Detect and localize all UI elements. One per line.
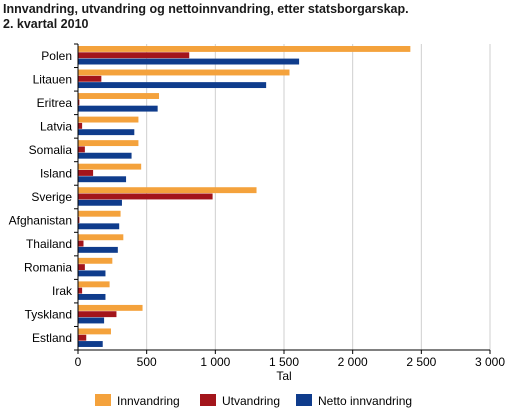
bar-utvandring: [78, 311, 117, 318]
x-axis-label: Tal: [276, 369, 291, 383]
x-tick-label: 1 500: [269, 355, 299, 369]
bar-netto-innvandring: [78, 293, 106, 300]
bar-utvandring: [78, 122, 83, 129]
bar-netto-innvandring: [78, 223, 120, 230]
bar-utvandring: [78, 287, 83, 294]
axes: [74, 43, 491, 354]
legend: Innvandring Utvandring Netto innvandring: [95, 394, 412, 408]
bar-utvandring: [78, 52, 190, 59]
bar-utvandring: [78, 75, 102, 82]
bar-netto-innvandring: [78, 129, 135, 136]
bar-netto-innvandring: [78, 82, 267, 89]
bar-innvandring: [78, 257, 113, 264]
bar-innvandring: [78, 187, 257, 194]
bar-utvandring: [78, 217, 80, 223]
bar-netto-innvandring: [78, 152, 132, 159]
bar-utvandring: [78, 334, 87, 341]
bar-utvandring: [78, 146, 85, 153]
category-labels: Polen Litauen Eritrea Latvia Somalia Island Sv…: [9, 49, 73, 345]
bar-netto-innvandring: [78, 105, 158, 112]
bar-innvandring: [78, 93, 160, 99]
legend-label: Utvandring: [222, 394, 280, 408]
bar-utvandring: [78, 193, 213, 200]
bar-utvandring: [78, 169, 94, 176]
legend-swatch: [95, 394, 111, 406]
x-tick-labels: 0 500 1 000 1 500 2 000 2 500 3 000: [75, 355, 506, 369]
bar-innvandring: [78, 69, 290, 76]
category-label: Thailand: [26, 237, 72, 251]
x-tick-label: 1 000: [200, 355, 230, 369]
legend-label: Netto innvandring: [318, 394, 412, 408]
x-tick-label: 500: [137, 355, 157, 369]
chart-title-line-2: 2. kvartal 2010: [3, 17, 89, 31]
category-label: Island: [40, 166, 72, 180]
bar-innvandring: [78, 304, 143, 311]
category-label: Estland: [32, 331, 72, 345]
x-tick-label: 2 000: [338, 355, 368, 369]
bar-utvandring: [78, 264, 85, 271]
x-tick-label: 3 000: [475, 355, 505, 369]
category-label: Latvia: [40, 119, 72, 133]
x-tick-label: 0: [75, 355, 82, 369]
bar-netto-innvandring: [78, 199, 122, 206]
bar-netto-innvandring: [78, 341, 103, 347]
category-label: Romania: [24, 261, 72, 275]
chart-title: Innvandring, utvandring og nettoinnvandr…: [3, 2, 508, 32]
bar-innvandring: [78, 116, 139, 123]
legend-label: Innvandring: [117, 394, 180, 408]
bar-utvandring: [78, 99, 80, 106]
category-label: Litauen: [33, 72, 72, 86]
legend-swatch: [200, 394, 216, 406]
category-label: Eritrea: [37, 96, 73, 110]
category-label: Afghanistan: [9, 214, 72, 228]
bar-innvandring: [78, 140, 139, 147]
bar-utvandring: [78, 240, 84, 247]
bar-innvandring: [78, 46, 411, 52]
bar-netto-innvandring: [78, 270, 106, 277]
legend-swatch: [296, 394, 312, 406]
category-label: Polen: [41, 49, 72, 63]
bar-innvandring: [78, 163, 142, 170]
bar-netto-innvandring: [78, 176, 127, 183]
bar-netto-innvandring: [78, 317, 105, 324]
chart-title-line-1: Innvandring, utvandring og nettoinnvandr…: [3, 2, 409, 16]
bar-innvandring: [78, 234, 124, 241]
bar-innvandring: [78, 281, 110, 288]
bar-innvandring: [78, 328, 111, 335]
category-label: Somalia: [29, 143, 73, 157]
category-label: Irak: [52, 284, 73, 298]
bar-netto-innvandring: [78, 246, 118, 253]
bars: [78, 46, 411, 347]
x-tick-label: 2 500: [406, 355, 436, 369]
category-label: Sverige: [31, 190, 72, 204]
bar-innvandring: [78, 210, 121, 217]
bar-netto-innvandring: [78, 58, 300, 65]
category-label: Tyskland: [25, 308, 72, 322]
